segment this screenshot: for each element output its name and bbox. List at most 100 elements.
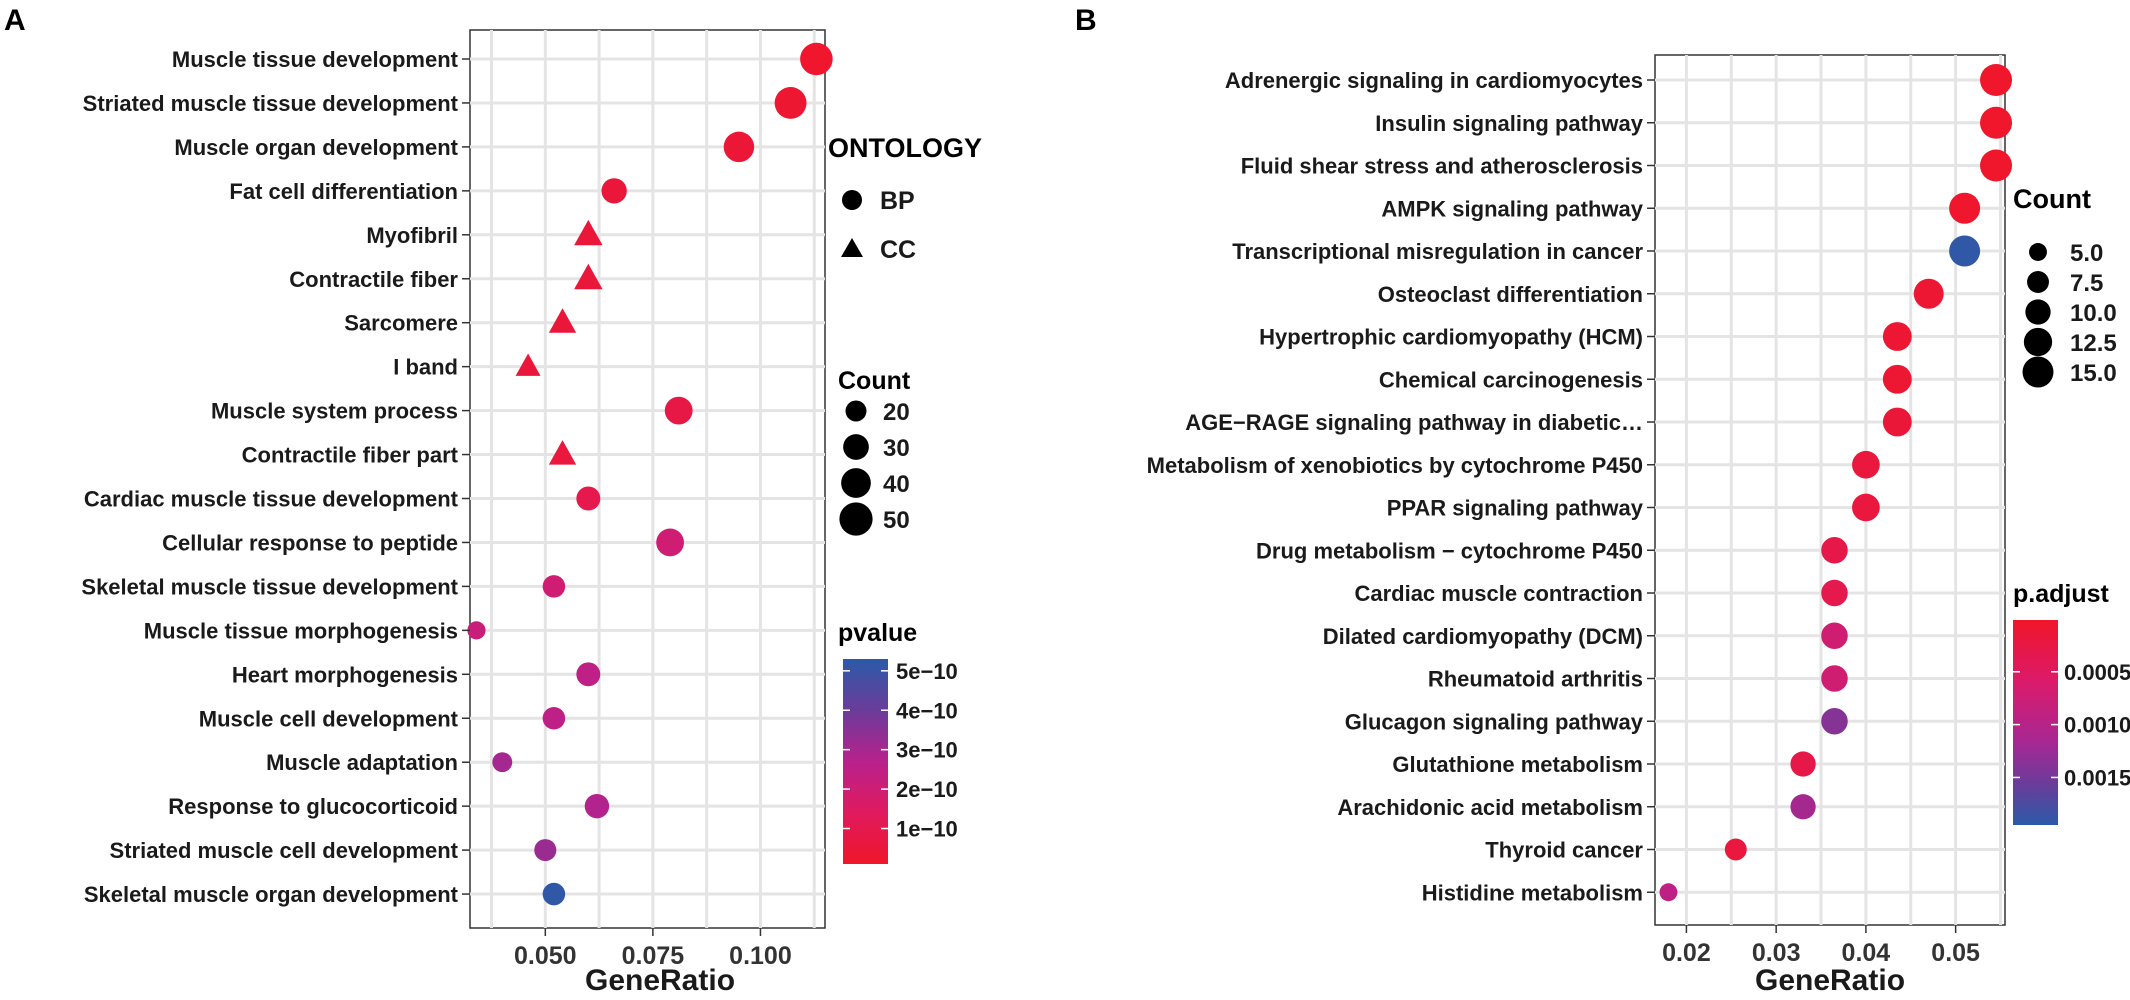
x-tick-label: 0.075: [622, 942, 685, 970]
x-tick-label: 0.04: [1842, 939, 1891, 967]
term-label: Histidine metabolism: [1422, 880, 1643, 905]
x-tick-label: 0.05: [1931, 939, 1980, 967]
data-point: [1821, 707, 1848, 735]
data-point-triangle: [548, 440, 577, 465]
x-tick-label: 0.03: [1752, 939, 1801, 967]
data-point: [1821, 579, 1848, 607]
term-label: Transcriptional misregulation in cancer: [1232, 239, 1643, 264]
term-label: Contractile fiber: [289, 267, 458, 292]
panel-a-gridlines: [470, 30, 825, 928]
data-point: [1882, 322, 1912, 351]
x-tick-label: 0.02: [1662, 939, 1711, 967]
data-point: [1882, 407, 1912, 437]
panel-a-points: [467, 42, 833, 906]
colorbar-label: 3e−10: [896, 738, 958, 763]
panel-b-count-legend: Count 5.0 7.5 10.0 12.5 15.0: [2013, 184, 2117, 388]
data-point: [542, 706, 566, 730]
term-label: Hypertrophic cardiomyopathy (HCM): [1259, 325, 1643, 350]
panel-a-term-labels: Muscle tissue development Striated muscle…: [81, 47, 470, 907]
bp-legend-label: BP: [880, 187, 915, 215]
panel-a-tag: A: [4, 4, 26, 37]
data-point: [1913, 278, 1944, 309]
data-point: [576, 662, 601, 687]
term-label: Muscle tissue morphogenesis: [144, 618, 458, 643]
panel-b-count-legend-title: Count: [2013, 184, 2091, 214]
term-label: Metabolism of xenobiotics by cytochrome …: [1147, 453, 1643, 478]
panel-b-tag: B: [1075, 4, 1097, 37]
data-point-triangle: [574, 263, 603, 290]
count-legend-label: 5.0: [2070, 240, 2103, 267]
count-legend-label: 40: [883, 471, 910, 498]
panel-a-ontology-legend: ONTOLOGY BP CC: [828, 133, 982, 264]
data-point: [1821, 536, 1848, 564]
data-point: [584, 793, 610, 819]
data-point: [1790, 751, 1816, 777]
panel-b-x-axis-title: GeneRatio: [1755, 964, 1905, 997]
padjust-legend-title: p.adjust: [2013, 580, 2110, 608]
term-label: Striated muscle tissue development: [83, 91, 459, 116]
term-label: Thyroid cancer: [1485, 838, 1643, 863]
term-label: Skeletal muscle tissue development: [81, 574, 458, 599]
panel-a-x-ticks: 0.050 0.075 0.100: [514, 928, 792, 970]
term-label: Dilated cardiomyopathy (DCM): [1323, 624, 1643, 649]
data-point: [1724, 838, 1747, 861]
data-point: [1852, 450, 1880, 479]
data-point: [542, 575, 566, 598]
term-label: Cellular response to peptide: [162, 530, 458, 555]
term-label: Chemical carcinogenesis: [1379, 367, 1643, 392]
cc-legend-triangle: [841, 238, 863, 257]
term-label: Arachidonic acid metabolism: [1337, 795, 1643, 820]
count-legend-circle: [845, 400, 867, 422]
term-label: Muscle adaptation: [266, 750, 458, 775]
panel-b-points: [1659, 64, 2013, 902]
x-tick-label: 0.100: [729, 942, 792, 970]
data-point: [664, 396, 693, 425]
count-legend-circle: [2029, 243, 2047, 261]
term-label: Drug metabolism − cytochrome P450: [1256, 538, 1643, 563]
panel-b-x-ticks: 0.02 0.03 0.04 0.05: [1662, 925, 1980, 967]
term-label: Muscle organ development: [174, 135, 458, 160]
term-label: AMPK signaling pathway: [1381, 196, 1643, 221]
term-label: Striated muscle cell development: [110, 838, 459, 863]
panel-a-pvalue-legend: pvalue 5e−10 4e−10 3e−10 2e−10 1e−10: [838, 619, 958, 864]
term-label: PPAR signaling pathway: [1387, 496, 1644, 521]
term-label: Response to glucocorticoid: [168, 794, 458, 819]
count-legend-circle: [2025, 299, 2051, 325]
data-point-triangle: [548, 308, 577, 333]
term-label: Muscle system process: [211, 399, 458, 424]
data-point: [723, 131, 755, 163]
data-point: [1949, 192, 1981, 224]
data-point: [1882, 364, 1912, 394]
term-label: Myofibril: [366, 223, 458, 248]
term-label: Adrenergic signaling in cardiomyocytes: [1225, 68, 1643, 93]
term-label: Heart morphogenesis: [232, 662, 458, 687]
padjust-colorbar: [2013, 620, 2058, 825]
term-label: Glucagon signaling pathway: [1345, 709, 1644, 734]
colorbar-label: 4e−10: [896, 698, 958, 723]
count-legend-circle: [843, 434, 869, 460]
cc-legend-label: CC: [880, 236, 916, 264]
pvalue-colorbar: [843, 659, 888, 864]
colorbar-label: 0.0015: [2064, 765, 2130, 790]
count-legend-label: 50: [883, 507, 910, 534]
term-label: Contractile fiber part: [242, 443, 459, 468]
term-label: Rheumatoid arthritis: [1428, 667, 1643, 692]
term-label: Muscle tissue development: [172, 47, 459, 72]
data-point: [1980, 64, 2013, 96]
term-label: Fluid shear stress and atherosclerosis: [1241, 154, 1643, 179]
data-point: [1659, 883, 1678, 902]
count-legend-circle: [2022, 356, 2054, 388]
data-point: [1980, 149, 2013, 182]
count-legend-circle: [2023, 327, 2053, 357]
panel-a-count-legend: Count 20 30 40 50: [838, 367, 911, 536]
data-point: [601, 178, 627, 204]
count-legend-circle: [839, 502, 873, 536]
data-point-triangle: [574, 219, 603, 246]
term-label: Skeletal muscle organ development: [84, 882, 459, 907]
data-point: [534, 839, 557, 862]
count-legend-label: 15.0: [2070, 360, 2117, 387]
count-legend-label: 7.5: [2070, 270, 2103, 297]
term-label: Fat cell differentiation: [229, 179, 458, 204]
bp-legend-circle: [842, 190, 862, 210]
colorbar-label: 0.0005: [2064, 660, 2130, 685]
